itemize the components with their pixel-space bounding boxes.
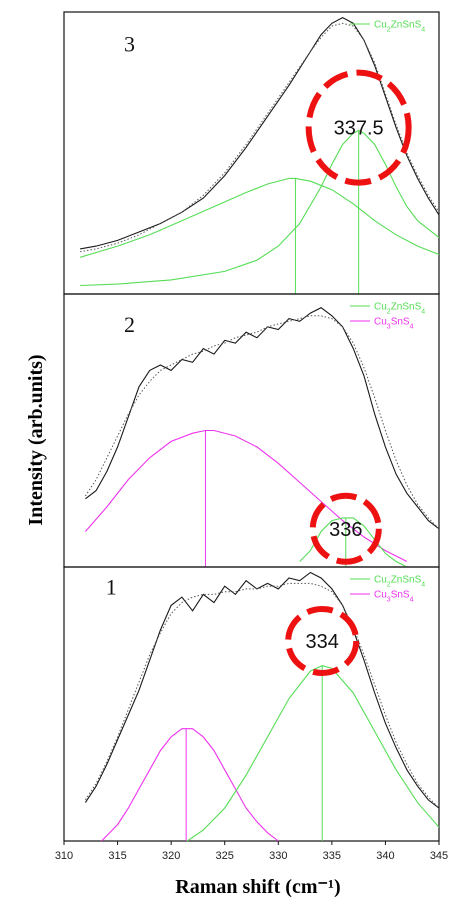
peak-annotation: 336 <box>329 519 362 541</box>
panel-frame <box>63 566 440 842</box>
panel-label: 1 <box>106 574 117 599</box>
legend-entry: Cu3SnS4 <box>374 317 414 331</box>
panel-label: 3 <box>124 31 135 56</box>
legend-entry: Cu3SnS4 <box>374 590 414 604</box>
x-axis-title: Raman shift (cm⁻¹) <box>175 876 340 898</box>
peak-annotation: 337.5 <box>334 118 384 140</box>
x-tick-label: 325 <box>216 850 234 862</box>
legend-entry: Cu2ZnSnS4 <box>374 575 425 589</box>
x-tick-label: 315 <box>108 850 126 862</box>
x-tick-label: 310 <box>55 850 73 862</box>
legend-entry: Cu2ZnSnS4 <box>374 20 425 34</box>
highlight-circle <box>305 69 412 186</box>
x-tick-label: 320 <box>162 850 180 862</box>
series-cu3sns4-line <box>84 429 408 562</box>
y-axis-title: Intensity (arb.units) <box>25 354 47 525</box>
x-tick-label: 345 <box>430 850 448 862</box>
panel-3: 3 Cu2ZnSnS4 337.5 <box>63 11 440 295</box>
series-measured-line <box>85 307 440 530</box>
panel-label: 2 <box>124 312 135 337</box>
x-tick-label: 330 <box>269 850 287 862</box>
series-envelope-line <box>84 582 440 809</box>
series-envelope-line <box>80 22 440 253</box>
series-measured-line <box>84 571 440 809</box>
series-envelope-line <box>84 315 440 530</box>
series-cu2znsns4-line <box>299 517 408 568</box>
highlight-circle <box>309 492 382 565</box>
x-tick-label: 335 <box>323 850 341 862</box>
peak-annotation: 334 <box>306 631 339 653</box>
highlight-circle <box>285 605 360 676</box>
series-cu2znsns4-line <box>80 129 440 287</box>
panel-frame <box>63 11 440 295</box>
x-tick-label: 340 <box>376 850 394 862</box>
legend-entry: Cu2ZnSnS4 <box>374 302 425 316</box>
series-cu2znsns4-line <box>186 665 440 842</box>
series-cu3sns4-line <box>101 728 279 842</box>
series-cu2znsns4-line <box>79 177 440 258</box>
